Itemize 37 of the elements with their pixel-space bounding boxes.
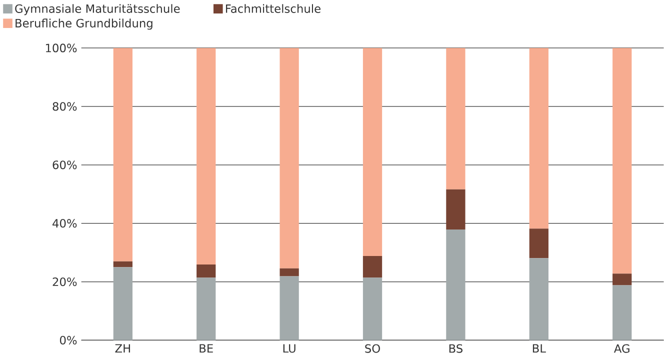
bar xyxy=(446,190,466,230)
bar xyxy=(362,278,382,340)
x-tick-label: AG xyxy=(614,344,630,354)
bar xyxy=(612,274,632,286)
bar xyxy=(529,258,548,340)
bar xyxy=(113,267,132,340)
y-tick-label: 80% xyxy=(52,102,77,111)
bar xyxy=(113,48,132,262)
bar xyxy=(196,48,216,265)
legend-label: Berufliche Grundbildung xyxy=(16,18,152,30)
x-tick-label: LU xyxy=(283,344,296,353)
bar xyxy=(280,268,299,276)
y-tick-label: 20% xyxy=(52,278,77,286)
bar xyxy=(362,256,382,278)
x-tick-label: BL xyxy=(532,344,546,353)
x-tick-label: BE xyxy=(200,344,213,353)
bar xyxy=(113,261,132,268)
bar xyxy=(446,230,466,340)
bar xyxy=(280,48,299,268)
bar xyxy=(446,48,466,190)
x-tick-label: SO xyxy=(365,344,380,354)
y-tick-label: 0% xyxy=(60,336,77,345)
bar xyxy=(612,48,632,274)
bar xyxy=(612,285,632,340)
legend-label: Fachmittelschule xyxy=(226,4,320,14)
legend-label: Gymnasiale Maturitätsschule xyxy=(15,4,180,16)
x-tick-label: ZH xyxy=(115,344,130,353)
bar xyxy=(280,276,299,340)
bar xyxy=(529,48,548,229)
x-tick-label: BS xyxy=(449,344,463,354)
bar xyxy=(196,264,216,278)
bar xyxy=(362,48,382,256)
bar xyxy=(196,278,216,340)
y-tick-label: 100% xyxy=(46,44,77,52)
y-tick-label: 40% xyxy=(52,219,77,228)
y-tick-label: 60% xyxy=(52,160,77,170)
bar xyxy=(529,228,548,258)
